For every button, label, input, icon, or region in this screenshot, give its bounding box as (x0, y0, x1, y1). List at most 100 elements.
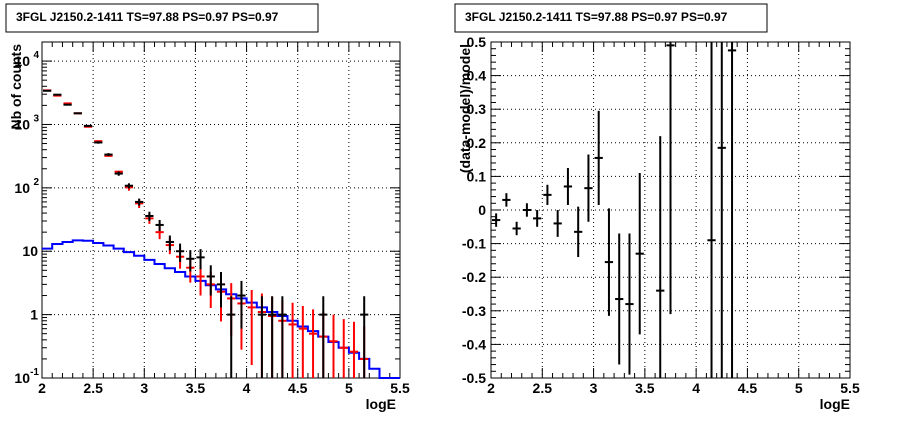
residual-y-axis-title: (data-model)/model (457, 44, 473, 173)
data-point (186, 250, 195, 272)
data-point (268, 296, 277, 378)
y-tick-label: 10 (14, 53, 30, 69)
data-point (155, 219, 164, 231)
residual-title: 3FGL J2150.2-1411 TS=97.88 PS=0.97 PS=0.… (465, 10, 728, 24)
data-point (635, 173, 644, 335)
data-point (227, 296, 236, 378)
data-point (216, 272, 226, 308)
y-tick-label: -0.3 (462, 303, 486, 319)
data-point (319, 296, 328, 378)
x-tick-label: 3 (140, 380, 148, 396)
y-tick-label: 10 (22, 243, 38, 259)
data-point (727, 42, 737, 378)
counts-y-axis-title: Nb of counts (8, 44, 24, 130)
y-tick-label: 0 (478, 202, 486, 218)
y-tick-label: 10 (14, 370, 30, 386)
y-tick-label: 0.5 (467, 34, 487, 50)
data-point (53, 93, 62, 96)
data-point (43, 89, 52, 92)
data-point (656, 136, 665, 378)
x-tick-label: 5.5 (840, 380, 860, 396)
data-point (360, 296, 369, 378)
y-tick-exponent: 3 (33, 113, 39, 124)
residual-axis-ticks (490, 41, 851, 379)
data-point (124, 183, 134, 189)
x-tick-label: 5 (795, 380, 803, 396)
counts-series (42, 89, 400, 379)
data-point (553, 210, 562, 237)
x-tick-label: 5 (345, 380, 353, 396)
data-point (73, 112, 82, 115)
residual-grid (491, 42, 850, 378)
data-point (247, 290, 256, 366)
x-tick-label: 3.5 (635, 380, 655, 396)
x-tick-label: 2 (487, 380, 495, 396)
y-tick-label: -0.2 (462, 269, 486, 285)
data-point (604, 208, 614, 316)
y-tick-label: 0.2 (467, 135, 487, 151)
data-point (165, 235, 174, 251)
residual-tick-labels: 2 2.5 3 3.5 4 4.5 5 5.5 -0.5 -0.4 -0.3 -0.2 -0.1 0 0.1… (462, 34, 860, 396)
x-tick-label: 4 (692, 380, 700, 396)
y-tick-exponent: 4 (33, 50, 39, 61)
y-tick-label: 0.4 (467, 68, 487, 84)
data-point (63, 103, 72, 106)
data-point (175, 243, 185, 262)
counts-grid (42, 42, 400, 378)
residual-series (492, 42, 737, 378)
counts-plot-frame (41, 41, 401, 379)
x-tick-label: 3 (590, 380, 598, 396)
x-tick-label: 3.5 (186, 380, 206, 396)
data-point (288, 302, 297, 378)
data-point (584, 154, 593, 222)
data-point (522, 203, 532, 217)
x-tick-label: 4.5 (738, 380, 758, 396)
counts-title-box (5, 3, 319, 33)
data-point (707, 42, 716, 378)
data-point (298, 305, 307, 378)
data-point (257, 296, 267, 378)
y-tick-label: 10 (14, 116, 30, 132)
data-point (83, 124, 93, 127)
data-point (94, 141, 103, 144)
data-point (512, 221, 521, 236)
x-tick-label: 2.5 (83, 380, 103, 396)
data-point (625, 233, 634, 375)
counts-axis-ticks (41, 42, 401, 379)
data-point (563, 168, 573, 205)
x-tick-label: 2.5 (533, 380, 553, 396)
residual-title-box (454, 3, 768, 33)
data-point (135, 198, 144, 206)
y-tick-exponent: 2 (33, 177, 39, 188)
y-tick-exponent: -1 (30, 367, 39, 378)
counts-x-axis-title: logE (366, 396, 396, 412)
data-point (329, 314, 338, 378)
residual-panel: 2 2.5 3 3.5 4 4.5 5 5.5 -0.5 -0.4 -0.3 -0.2 -0.1 0 0.1… (454, 3, 860, 412)
data-point (237, 280, 246, 329)
x-tick-label: 4 (243, 380, 251, 396)
data-point (615, 233, 624, 365)
data-point (666, 42, 675, 315)
y-tick-label: 0.1 (467, 168, 487, 184)
y-tick-label: 10 (14, 180, 30, 196)
data-point (196, 265, 205, 296)
data-point (543, 184, 552, 205)
data-point (206, 265, 215, 296)
y-tick-label: -0.1 (462, 236, 486, 252)
data-point (502, 193, 511, 207)
data-point (594, 110, 603, 205)
x-tick-label: 5.5 (390, 380, 410, 396)
x-tick-label: 2 (38, 380, 46, 396)
data-point (145, 211, 154, 221)
y-tick-label: 0.3 (467, 101, 487, 117)
y-tick-label: -0.4 (462, 336, 486, 352)
y-tick-label: -0.5 (462, 370, 486, 386)
data-point (717, 42, 726, 378)
data-point (278, 296, 287, 378)
data-point (492, 213, 501, 227)
data-point (349, 321, 359, 378)
residual-x-axis-title: logE (820, 396, 850, 412)
data-point (339, 319, 348, 378)
